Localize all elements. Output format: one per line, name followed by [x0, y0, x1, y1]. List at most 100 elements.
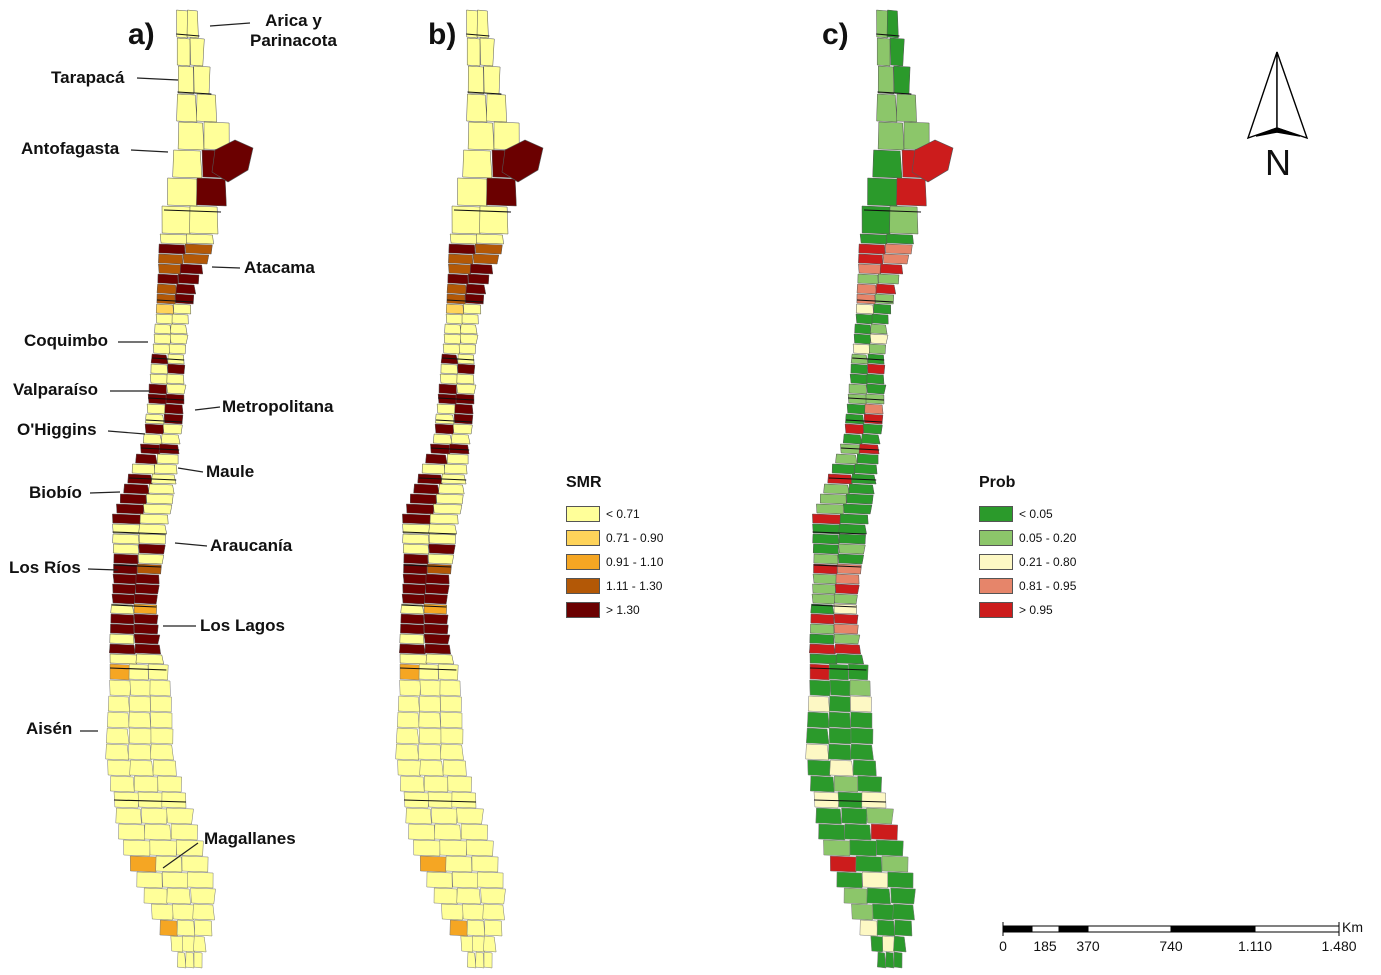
commune-polygon	[396, 727, 420, 745]
commune-polygon	[112, 583, 137, 595]
commune-polygon	[447, 775, 472, 793]
commune-polygon	[133, 603, 157, 615]
north-arrow-icon	[1246, 51, 1309, 140]
commune-polygon	[112, 533, 140, 545]
commune-polygon	[175, 839, 204, 857]
commune-polygon	[160, 433, 181, 445]
commune-polygon	[138, 523, 168, 535]
region-boundary	[438, 397, 475, 401]
commune-polygon	[471, 855, 499, 873]
commune-polygon	[449, 919, 468, 937]
commune-polygon	[466, 919, 486, 937]
commune-polygon	[835, 653, 865, 665]
commune-polygon	[809, 633, 835, 645]
commune-polygon	[177, 121, 205, 151]
commune-polygon	[164, 403, 184, 415]
commune-polygon	[809, 653, 838, 665]
commune-polygon	[834, 775, 858, 793]
commune-polygon	[402, 543, 429, 555]
commune-polygon	[151, 903, 175, 921]
commune-polygon	[144, 423, 165, 435]
commune-polygon	[833, 633, 861, 645]
commune-polygon	[399, 653, 428, 665]
commune-polygon	[828, 663, 849, 681]
commune-polygon	[872, 149, 903, 179]
commune-polygon	[148, 663, 169, 681]
commune-polygon	[429, 513, 459, 525]
commune-polygon	[453, 413, 474, 425]
commune-polygon	[812, 513, 842, 525]
commune-polygon	[484, 919, 503, 937]
commune-polygon	[112, 513, 142, 525]
commune-polygon	[190, 887, 216, 905]
legend-label: 0.81 - 0.95	[1019, 579, 1077, 593]
commune-polygon	[157, 775, 182, 793]
commune-polygon	[886, 233, 914, 245]
region-boundary	[145, 419, 183, 423]
commune-polygon	[159, 919, 178, 937]
legend-prob-item: > 0.95	[979, 598, 1076, 622]
commune-polygon	[143, 887, 168, 905]
commune-polygon	[403, 553, 429, 565]
commune-polygon	[807, 759, 832, 777]
commune-polygon	[440, 711, 463, 729]
commune-polygon	[877, 121, 905, 151]
legend-prob-item: 0.05 - 0.20	[979, 526, 1076, 550]
commune-polygon	[172, 903, 196, 921]
commune-polygon	[844, 423, 865, 435]
legend-label: < 0.71	[606, 507, 640, 521]
commune-polygon	[862, 423, 883, 435]
commune-polygon	[829, 855, 857, 873]
commune-polygon	[452, 871, 479, 889]
commune-polygon	[450, 433, 471, 445]
commune-polygon	[110, 623, 135, 635]
commune-polygon	[426, 871, 453, 889]
commune-polygon	[873, 303, 892, 315]
commune-polygon	[157, 273, 179, 285]
commune-polygon	[423, 633, 451, 645]
legend-swatch	[566, 506, 600, 522]
commune-polygon	[433, 503, 463, 515]
region-boundary	[113, 564, 162, 568]
commune-polygon	[856, 293, 876, 305]
commune-polygon	[402, 513, 432, 525]
commune-polygon	[806, 727, 830, 745]
commune-polygon	[150, 363, 168, 375]
commune-polygon	[184, 243, 213, 255]
commune-polygon	[807, 695, 830, 713]
commune-polygon	[174, 293, 195, 305]
region-boundary	[435, 419, 473, 423]
commune-polygon	[879, 263, 904, 275]
commune-polygon	[483, 951, 493, 969]
commune-polygon	[893, 951, 903, 969]
commune-polygon	[185, 951, 195, 969]
commune-polygon	[859, 233, 890, 245]
commune-polygon	[440, 695, 462, 713]
commune-polygon	[400, 613, 425, 625]
legend-label: > 0.95	[1019, 603, 1053, 617]
scale-tick-label: 0	[999, 938, 1007, 954]
commune-polygon	[876, 93, 898, 123]
commune-polygon	[812, 543, 839, 555]
commune-polygon	[836, 871, 863, 889]
commune-polygon	[911, 139, 954, 183]
commune-polygon	[850, 727, 874, 745]
commune-polygon	[105, 743, 130, 761]
commune-polygon	[167, 363, 186, 375]
commune-polygon	[861, 791, 887, 809]
commune-polygon	[149, 839, 177, 857]
region-label-maule: Maule	[206, 462, 255, 481]
region-boundary	[809, 667, 867, 671]
commune-polygon	[138, 543, 166, 555]
commune-polygon	[445, 855, 473, 873]
commune-polygon	[828, 711, 851, 729]
commune-polygon	[859, 919, 878, 937]
commune-polygon	[424, 583, 450, 595]
commune-polygon	[133, 593, 158, 605]
region-boundary	[876, 33, 900, 37]
scale-tick-label: 1.110	[1238, 938, 1272, 954]
commune-polygon	[192, 903, 215, 921]
commune-polygon	[833, 613, 859, 625]
commune-polygon	[419, 759, 444, 777]
legend-prob-item: 0.21 - 0.80	[979, 550, 1076, 574]
